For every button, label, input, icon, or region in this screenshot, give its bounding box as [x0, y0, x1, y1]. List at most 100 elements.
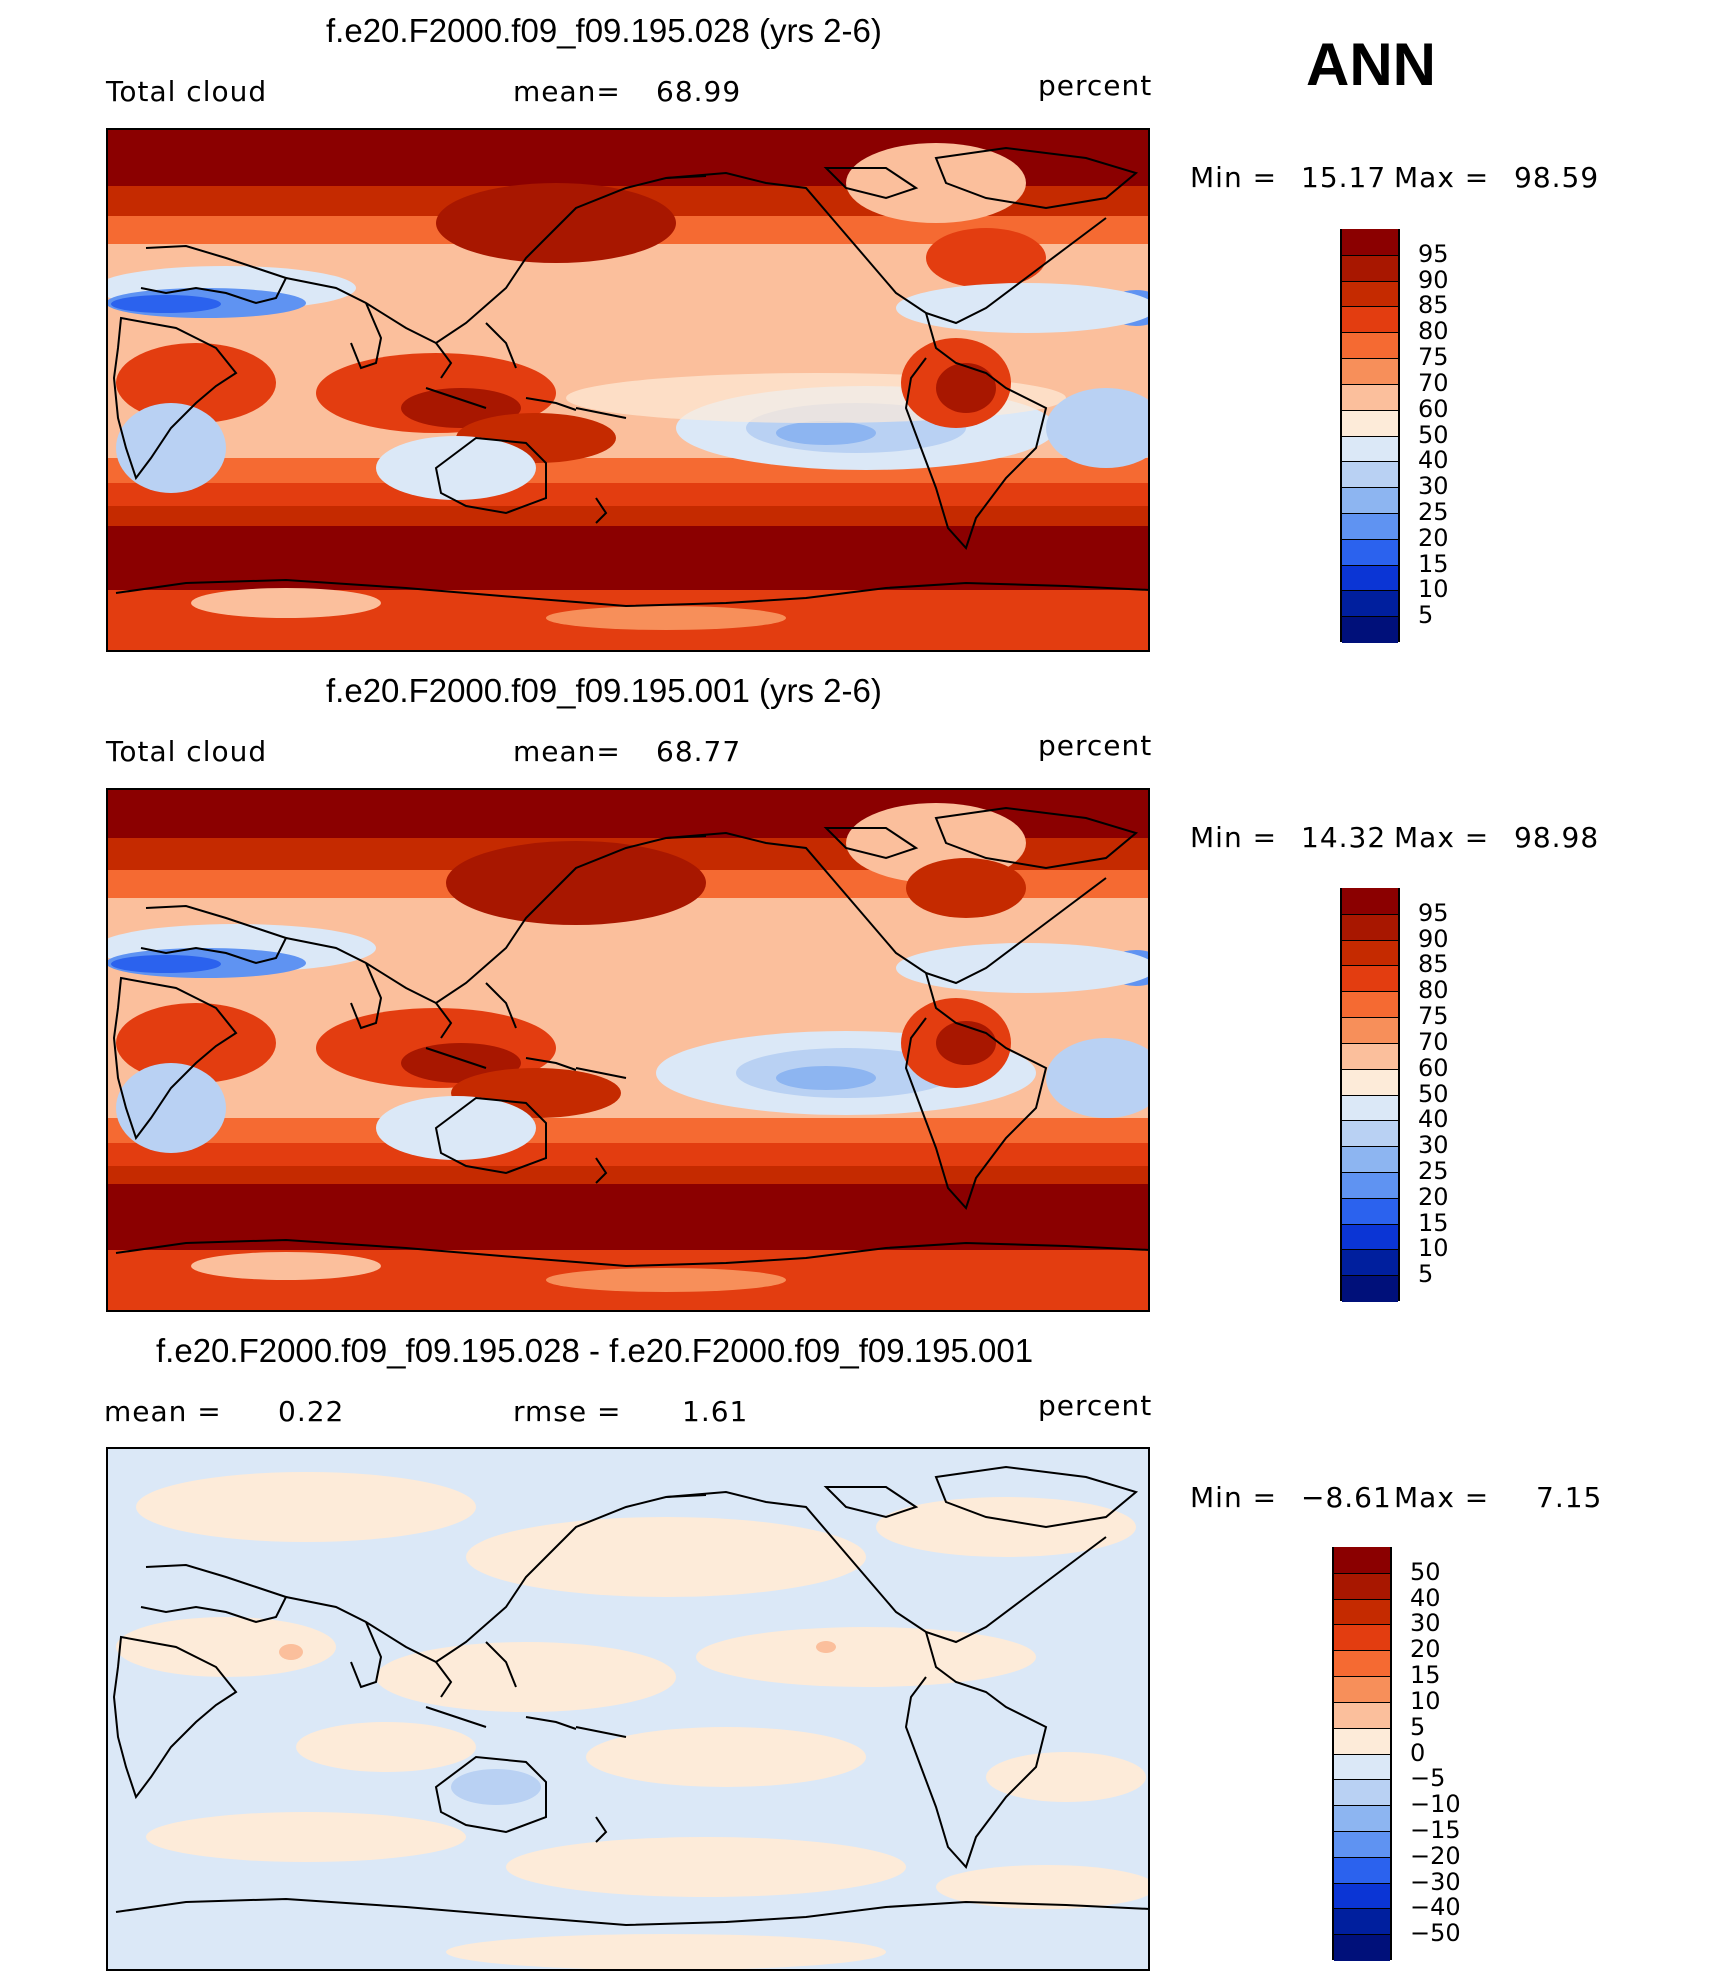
colorbar-level-label: 15 [1418, 549, 1449, 578]
colorbar-segment [1334, 1805, 1390, 1832]
colorbar-level-label: −30 [1410, 1867, 1461, 1896]
colorbar-level-label: 90 [1418, 265, 1449, 294]
panel-2-min-label: Min = [1190, 821, 1278, 854]
colorbar-level-label: 5 [1410, 1712, 1426, 1741]
panel-3-max-value: 7.15 [1536, 1481, 1603, 1514]
colorbar-segment [1342, 358, 1398, 385]
colorbar-segment [1334, 1598, 1390, 1626]
colorbar-segment [1334, 1753, 1390, 1781]
colorbar-level-label: 90 [1418, 924, 1449, 953]
colorbar-level-label: 95 [1418, 239, 1449, 268]
colorbar-segment [1342, 254, 1398, 282]
panel-2-cloud-field [106, 788, 1150, 1312]
panel-2-mean-value: 68.77 [656, 735, 742, 768]
colorbar-level-label: 70 [1418, 1027, 1449, 1056]
colorbar-segment [1342, 383, 1398, 411]
colorbar-level-label: −15 [1410, 1815, 1461, 1844]
panel-3-min-value: −8.61 [1301, 1481, 1392, 1514]
panel-2-max-label: Max = [1394, 821, 1490, 854]
colorbar-segment [1342, 1094, 1398, 1122]
panel-1-title: f.e20.F2000.f09_f09.195.028 (yrs 2-6) [326, 12, 882, 49]
panel-2-map [106, 788, 1150, 1312]
colorbar-level-label: 10 [1418, 1234, 1449, 1263]
colorbar-level-label: 15 [1418, 1208, 1449, 1237]
colorbar-level-label: 25 [1418, 497, 1449, 526]
colorbar-level-label: 5 [1418, 1260, 1434, 1289]
colorbar-level-label: 60 [1418, 394, 1449, 423]
colorbar-level-label: 75 [1418, 1002, 1449, 1031]
colorbar-box [1332, 1547, 1392, 1961]
colorbar-level-label: 85 [1418, 291, 1449, 320]
colorbar-level-label: −10 [1410, 1790, 1461, 1819]
panel-2-mean-label: mean= [513, 735, 621, 768]
panel-1-mean-label: mean= [513, 75, 621, 108]
colorbar-level-label: −40 [1410, 1893, 1461, 1922]
colorbar-segment [1342, 1068, 1398, 1096]
panel-3-mean-value: 0.22 [278, 1395, 345, 1428]
colorbar-segment [1334, 1547, 1390, 1574]
colorbar-segment [1342, 939, 1398, 967]
colorbar-segment [1342, 332, 1398, 360]
colorbar-level-label: 40 [1418, 1105, 1449, 1134]
colorbar-level-label: −50 [1410, 1919, 1461, 1948]
colorbar-segment [1334, 1779, 1390, 1807]
colorbar-level-label: 30 [1410, 1609, 1441, 1638]
season-label: ANN [1306, 31, 1436, 98]
panel-3-title: f.e20.F2000.f09_f09.195.028 - f.e20.F200… [156, 1332, 1034, 1369]
colorbar-segment [1342, 409, 1398, 437]
colorbar-level-label: 80 [1418, 317, 1449, 346]
colorbar-segment [1342, 461, 1398, 489]
colorbar-level-label: 95 [1418, 898, 1449, 927]
colorbar-segment [1342, 1017, 1398, 1044]
panel-1-variable-label: Total cloud [106, 75, 268, 108]
colorbar-level-label: 80 [1418, 976, 1449, 1005]
panel-1-min-value: 15.17 [1301, 161, 1387, 194]
colorbar-segment [1334, 1572, 1390, 1600]
panel-3-units: percent [1038, 1389, 1153, 1422]
panel-3-min-label: Min = [1190, 1481, 1278, 1514]
colorbar-level-label: 60 [1418, 1053, 1449, 1082]
colorbar-level-label: 40 [1410, 1583, 1441, 1612]
panel-1-units: percent [1038, 69, 1153, 102]
panel-2-variable-label: Total cloud [106, 735, 268, 768]
colorbar-level-label: 75 [1418, 343, 1449, 372]
colorbar-segment [1342, 1275, 1398, 1302]
colorbar-level-label: −5 [1410, 1764, 1446, 1793]
colorbar-segment [1334, 1624, 1390, 1652]
colorbar-level-label: 25 [1418, 1156, 1449, 1185]
colorbar-segment [1342, 991, 1398, 1019]
colorbar-level-label: 40 [1418, 446, 1449, 475]
colorbar-level-label: 30 [1418, 1131, 1449, 1160]
colorbar-segment [1334, 1727, 1390, 1755]
colorbar-box [1340, 229, 1400, 643]
colorbar-segment [1342, 965, 1398, 993]
panel-2-coastlines [112, 806, 1150, 1268]
colorbar-segment [1334, 1650, 1390, 1678]
panel-3-coastlines [112, 1465, 1150, 1927]
panel-1-map [106, 128, 1150, 652]
panel-3-colorbar [0, 0, 1, 1]
panel-1-mean-value: 68.99 [656, 75, 742, 108]
colorbar-segment [1342, 1249, 1398, 1277]
colorbar-box [1340, 888, 1400, 1302]
colorbar-segment [1342, 280, 1398, 308]
colorbar-level-label: 50 [1418, 1079, 1449, 1108]
colorbar-level-label: 70 [1418, 368, 1449, 397]
panel-3-mean-label: mean = [104, 1395, 222, 1428]
colorbar-level-label: 50 [1418, 420, 1449, 449]
colorbar-segment [1334, 1856, 1390, 1884]
panel-1-max-value: 98.59 [1514, 161, 1600, 194]
colorbar-segment [1342, 512, 1398, 540]
panel-3-difference-field [106, 1447, 1150, 1971]
colorbar-level-label: 85 [1418, 950, 1449, 979]
colorbar-level-label: 10 [1410, 1686, 1441, 1715]
colorbar-segment [1342, 564, 1398, 592]
colorbar-segment [1342, 306, 1398, 334]
colorbar-segment [1342, 1146, 1398, 1173]
colorbar-level-label: 0 [1410, 1738, 1426, 1767]
colorbar-level-label: 10 [1418, 575, 1449, 604]
panel-2-min-value: 14.32 [1301, 821, 1387, 854]
panel-3-max-label: Max = [1394, 1481, 1490, 1514]
colorbar-level-label: 15 [1410, 1661, 1441, 1690]
colorbar-segment [1342, 1171, 1398, 1199]
